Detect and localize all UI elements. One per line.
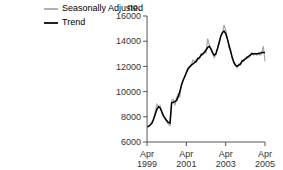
svg-text:10000: 10000 xyxy=(116,87,141,97)
svg-text:no.: no. xyxy=(128,2,141,12)
svg-text:Apr1999: Apr1999 xyxy=(137,149,157,169)
svg-text:Apr2001: Apr2001 xyxy=(176,149,196,169)
svg-text:Apr2003: Apr2003 xyxy=(216,149,236,169)
svg-text:6000: 6000 xyxy=(121,137,141,147)
svg-text:16000: 16000 xyxy=(116,11,141,21)
svg-text:8000: 8000 xyxy=(121,112,141,122)
svg-text:Apr2005: Apr2005 xyxy=(255,149,275,169)
svg-text:14000: 14000 xyxy=(116,36,141,46)
svg-text:12000: 12000 xyxy=(116,62,141,72)
